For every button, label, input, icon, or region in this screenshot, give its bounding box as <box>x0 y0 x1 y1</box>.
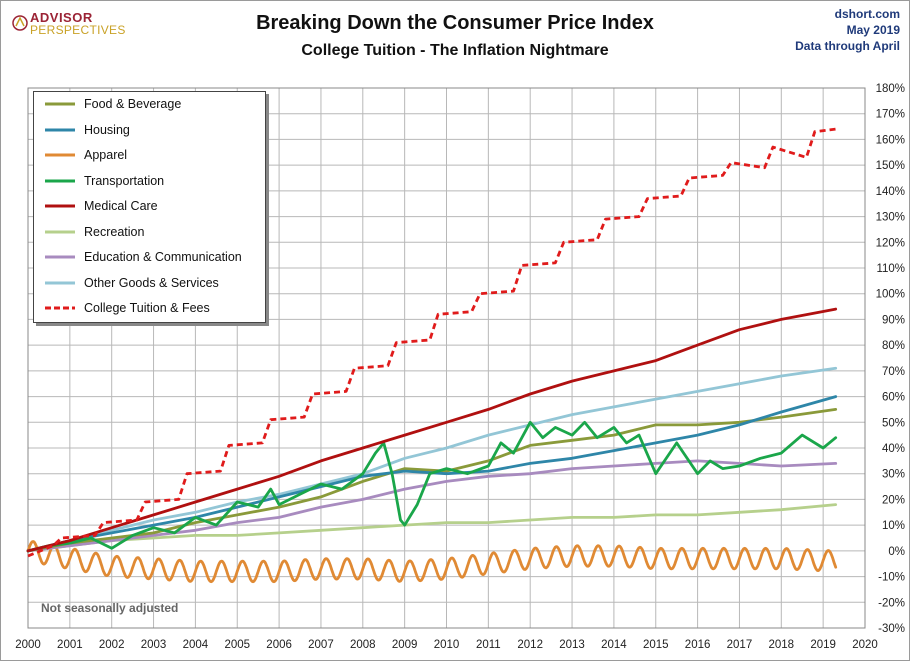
y-tick-label: 80% <box>882 340 905 352</box>
y-tick-label: 10% <box>882 520 905 532</box>
legend-label: College Tuition & Fees <box>84 301 210 315</box>
y-tick-label: 90% <box>882 314 905 326</box>
y-tick-label: 150% <box>876 160 905 172</box>
x-tick-labels: 2000 2001 2002 2003 2004 2005 2006 2007 2008 2009… <box>15 639 878 651</box>
y-tick-label: 70% <box>882 366 905 378</box>
series-line-transportation <box>26 420 838 553</box>
legend-label: Medical Care <box>84 199 158 213</box>
legend-label: Education & Communication <box>84 250 242 264</box>
legend-swatch <box>45 179 75 182</box>
legend-swatch <box>45 230 75 233</box>
x-tick-label: 2013 <box>559 639 585 651</box>
series-lines <box>26 127 838 584</box>
chart-title: Breaking Down the Consumer Price Index <box>256 12 654 34</box>
x-tick-label: 2010 <box>434 639 460 651</box>
y-tick-label: 20% <box>882 494 905 506</box>
logo-line1: ADVISOR <box>30 10 93 25</box>
series-line-recreation <box>26 503 838 553</box>
y-tick-label: 50% <box>882 417 905 429</box>
y-tick-label: 110% <box>876 263 905 275</box>
y-tick-label: 60% <box>882 392 905 404</box>
y-tick-label: -30% <box>878 623 905 635</box>
y-tick-label: 100% <box>876 289 905 301</box>
x-tick-label: 2016 <box>685 639 711 651</box>
x-tick-label: 2003 <box>141 639 167 651</box>
axes <box>27 87 866 629</box>
source-site: dshort.com <box>834 7 900 21</box>
series-line-housing <box>26 395 838 553</box>
y-tick-label: 160% <box>876 134 905 146</box>
legend-item-tuition: College Tuition & Fees <box>44 298 210 318</box>
logo-line2: PERSPECTIVES <box>30 23 126 37</box>
legend-swatch <box>45 306 75 310</box>
legend: Food & Beverage Housing Apparel Transportat… <box>33 91 266 323</box>
x-tick-label: 2009 <box>392 639 418 651</box>
x-tick-label: 2017 <box>727 639 753 651</box>
source-block: dshort.com May 2019 Data through April <box>795 6 900 54</box>
legend-label: Other Goods & Services <box>84 275 219 290</box>
logo-mark-icon <box>12 15 28 31</box>
x-tick-label: 2012 <box>517 639 543 651</box>
legend-swatch <box>45 153 75 157</box>
series-line-other <box>26 366 838 553</box>
series-line-apparel <box>26 540 838 584</box>
x-tick-label: 2000 <box>15 639 41 651</box>
legend-label: Food & Beverage <box>84 97 182 111</box>
y-tick-label: 40% <box>882 443 905 455</box>
x-tick-label: 2001 <box>57 639 83 651</box>
legend-swatch <box>45 281 75 284</box>
legend-swatch <box>45 128 75 131</box>
x-tick-label: 2007 <box>308 639 334 651</box>
x-tick-label: 2006 <box>266 639 292 651</box>
y-tick-labels: 180% 170% 160% 150% 140% 130% 120% 110% 100% 90% 8… <box>876 83 905 635</box>
series-line-medical <box>26 307 838 553</box>
legend-item-medical: Medical Care <box>44 196 158 216</box>
legend-swatch <box>45 255 75 259</box>
series-line-tuition <box>27 127 836 558</box>
x-tick-label: 2015 <box>643 639 669 651</box>
seasonal-note: Not seasonally adjusted <box>41 601 179 615</box>
y-tick-label: 30% <box>882 469 905 481</box>
chart-subtitle: College Tuition - The Inflation Nightmar… <box>301 42 609 59</box>
legend-item-recreation: Recreation <box>44 222 144 242</box>
y-tick-label: 180% <box>876 83 905 95</box>
legend-item-housing: Housing <box>44 120 130 140</box>
x-tick-label: 2004 <box>183 639 209 651</box>
plot-area-border <box>27 87 866 629</box>
legend-item-other: Other Goods & Services <box>44 273 219 293</box>
legend-swatch <box>45 204 75 208</box>
legend-item-transportation: Transportation <box>44 171 164 191</box>
legend-item-apparel: Apparel <box>44 145 127 165</box>
y-tick-label: 170% <box>876 109 905 121</box>
y-tick-label: 130% <box>876 212 905 224</box>
legend-label: Recreation <box>84 224 145 239</box>
legend-item-food: Food & Beverage <box>44 94 181 114</box>
advisor-perspectives-logo: ADVISOR PERSPECTIVES <box>12 10 142 40</box>
y-tick-label: 120% <box>876 237 905 249</box>
x-tick-label: 2008 <box>350 639 376 651</box>
x-tick-label: 2002 <box>99 639 125 651</box>
series-line-food <box>26 408 838 553</box>
y-tick-label: 140% <box>876 186 905 198</box>
legend-label: Housing <box>84 122 130 137</box>
x-tick-label: 2014 <box>601 639 627 651</box>
source-data-through: Data through April <box>795 39 900 53</box>
legend-label: Apparel <box>84 148 128 162</box>
legend-swatch <box>45 102 75 106</box>
x-tick-label: 2019 <box>810 639 836 651</box>
x-tick-label: 2018 <box>769 639 795 651</box>
y-tick-label: 0% <box>888 546 905 558</box>
y-tick-label: -10% <box>878 572 905 584</box>
x-tick-label: 2011 <box>476 639 501 651</box>
x-tick-label: 2020 <box>852 639 878 651</box>
legend-item-education: Education & Communication <box>44 247 242 267</box>
source-date: May 2019 <box>846 23 900 37</box>
legend-label: Transportation <box>84 173 165 188</box>
y-tick-label: -20% <box>878 597 905 609</box>
x-tick-label: 2005 <box>224 639 250 651</box>
